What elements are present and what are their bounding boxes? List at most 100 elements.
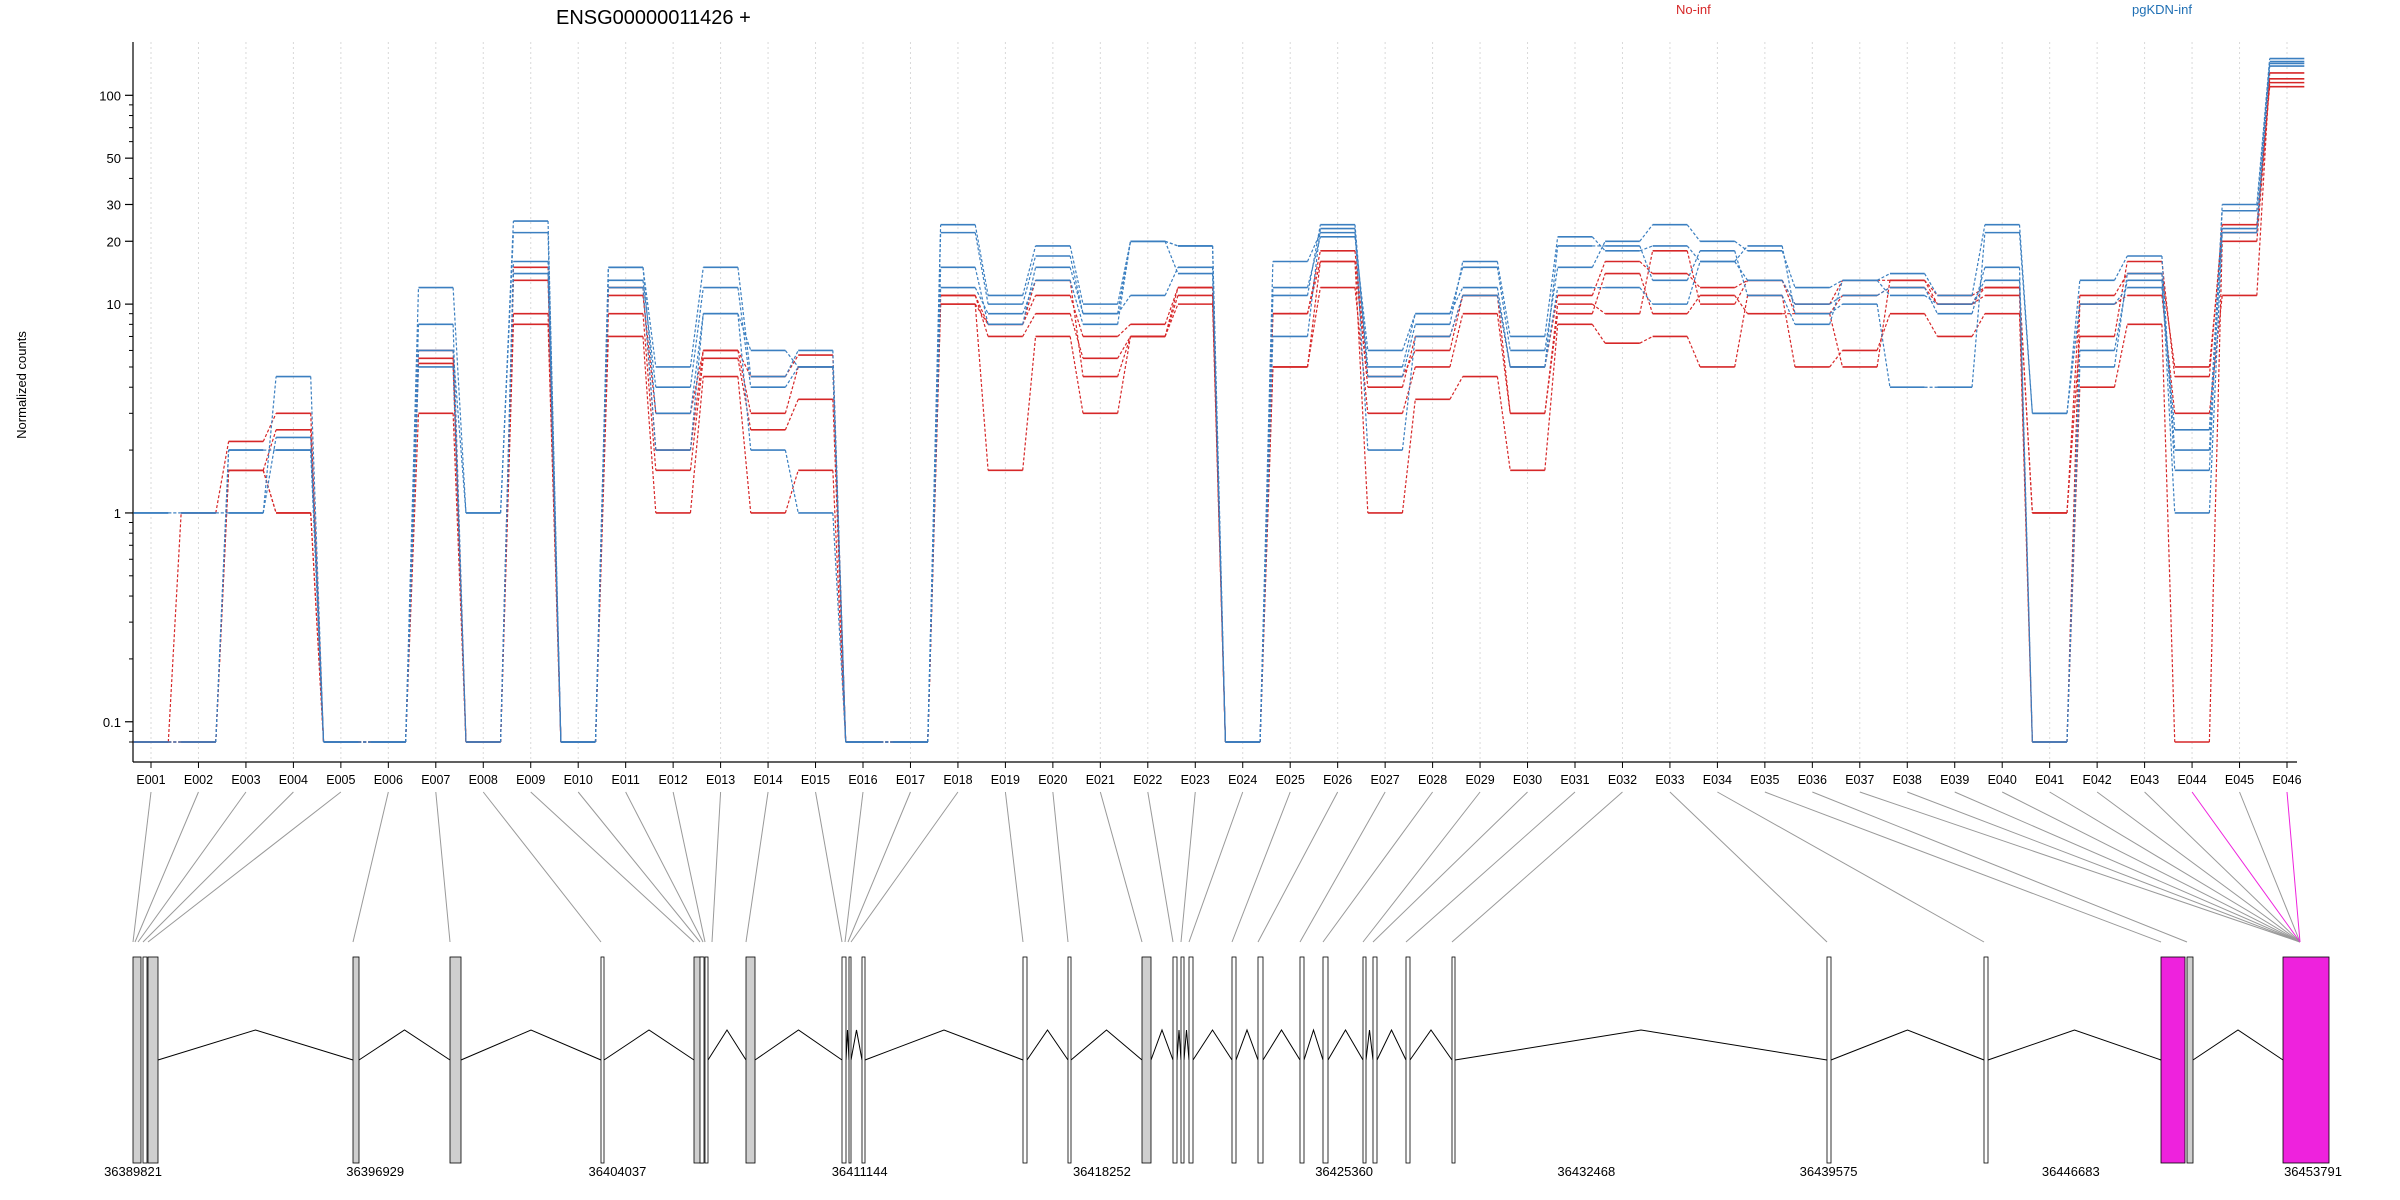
series-connector: [737, 313, 752, 351]
series-connector: [2256, 63, 2271, 229]
series-connector: [2161, 280, 2176, 451]
x-tick-label-e023: E023: [1181, 773, 1210, 787]
series-connector: [1686, 295, 1701, 315]
series-connector: [2256, 86, 2271, 225]
genomic-coordinate-labels: 36389821 36396929 36404037 36411144 36418252…: [104, 1164, 2342, 1179]
series-connector: [974, 304, 989, 471]
intron-line: [707, 1029, 747, 1061]
exon-connector-e030: [1372, 791, 1528, 943]
series-connector: [1639, 287, 1654, 305]
exon-block: [600, 956, 605, 1164]
series-connector: [784, 449, 799, 514]
series-connector: [1781, 280, 1796, 305]
exon-block: [1257, 956, 1264, 1164]
exon-block: [1188, 956, 1194, 1164]
exon-block: [1141, 956, 1152, 1164]
exon-connector-e020: [1052, 791, 1069, 943]
series-connector: [262, 470, 277, 514]
exon-block: [841, 956, 847, 1164]
series-connector: [1449, 261, 1464, 325]
exon-block: [1362, 956, 1367, 1164]
series-connector: [1829, 313, 1844, 368]
x-tick-label-e009: E009: [516, 773, 545, 787]
series-connector: [1924, 273, 1938, 296]
intron-line: [1192, 1029, 1233, 1061]
exon-connector-e017: [847, 791, 911, 943]
x-tick-label-e031: E031: [1560, 773, 1589, 787]
intron-line: [2192, 1029, 2284, 1061]
exon-connector-e036: [1812, 791, 2188, 943]
exon-connector-e021: [1099, 791, 1143, 943]
series-connector: [1164, 240, 1179, 247]
exon-block: [848, 956, 852, 1164]
series-connector: [689, 350, 704, 414]
series-connector: [1401, 336, 1416, 388]
series-connector: [1164, 267, 1179, 296]
series-connector: [689, 358, 704, 471]
series-connector: [1164, 287, 1179, 325]
exon-connector-e037: [1859, 791, 2301, 943]
exon-block: [1451, 956, 1456, 1164]
intron-line: [1303, 1028, 1324, 1061]
exon-block: [1231, 956, 1237, 1164]
exon-connector-e010: [577, 791, 701, 943]
series-connector: [974, 295, 989, 337]
series-connector: [1022, 336, 1037, 471]
x-tick-label-e032: E032: [1608, 773, 1637, 787]
exon-connector-e031: [1405, 791, 1576, 943]
series-connector: [1022, 267, 1037, 325]
exon-connector-e035: [1764, 791, 2162, 943]
series-connector: [737, 287, 752, 388]
series-connector: [1876, 273, 1891, 281]
intron-line: [1987, 1029, 2162, 1061]
exon-connector-e026: [1257, 791, 1339, 943]
series-connector: [1639, 245, 1654, 281]
x-tick-label-e005: E005: [326, 773, 355, 787]
series-connector: [1781, 245, 1796, 314]
coordinate-label: 36446683: [2042, 1164, 2100, 1179]
intron-line: [850, 1029, 863, 1061]
exon-connector-e033: [1669, 791, 1828, 943]
x-tick-label-e046: E046: [2272, 773, 2301, 787]
x-tick-labels: E001 E002 E003 E004 E005 E006 E007 E008 E009 E010…: [136, 762, 2302, 787]
series-line-2: [133, 72, 2305, 743]
x-tick-label-e015: E015: [801, 773, 830, 787]
x-tick-label-e042: E042: [2083, 773, 2112, 787]
exon-connector-e018: [850, 791, 959, 943]
exon-connector-e032: [1451, 791, 1623, 943]
exon-connector-e014: [745, 791, 769, 943]
series-connector: [1496, 267, 1511, 351]
exon-connector-e041: [2049, 791, 2301, 943]
x-tick-label-e030: E030: [1513, 773, 1542, 787]
series-line-3: [133, 81, 2305, 743]
intron-line: [1409, 1029, 1453, 1061]
series-connector: [1401, 313, 1416, 368]
exon-connector-e023: [1180, 791, 1196, 943]
series-connector: [2161, 324, 2176, 743]
exon-connector-e006: [352, 791, 389, 943]
series-connector: [2208, 228, 2223, 451]
series-connector: [1544, 304, 1559, 414]
x-tick-label-e003: E003: [231, 773, 260, 787]
series-connector: [1306, 232, 1321, 262]
series-connector: [1117, 336, 1132, 359]
series-connector: [1306, 224, 1321, 296]
series-connector: [1069, 267, 1084, 314]
x-tick-label-e019: E019: [991, 773, 1020, 787]
series-connector: [2113, 273, 2128, 296]
series-connector: [2161, 273, 2176, 368]
exon-connector-e004: [142, 791, 294, 943]
exon-block: [2160, 956, 2186, 1164]
exon-connector-e002: [134, 791, 199, 943]
axes: 0.1 1 10 20 30 50 100: [99, 42, 2297, 763]
exon-block: [1322, 956, 1329, 1164]
series-connector: [2066, 350, 2081, 743]
series-connector: [1306, 287, 1321, 368]
series-connector: [1734, 245, 1749, 262]
series-connector: [1734, 250, 1749, 296]
series-connector: [974, 224, 989, 296]
x-tick-label-e025: E025: [1276, 773, 1305, 787]
series-connector: [1117, 336, 1132, 414]
intron-line: [1365, 1029, 1374, 1061]
x-tick-label-e021: E021: [1086, 773, 1115, 787]
